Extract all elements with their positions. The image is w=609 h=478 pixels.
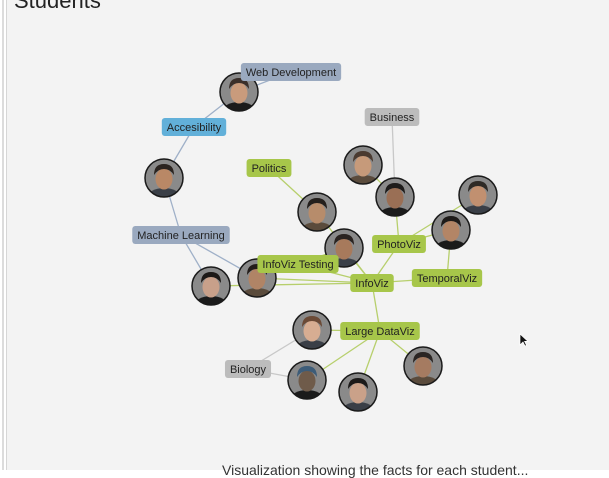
student-avatar-node[interactable]: [297, 192, 337, 242]
topic-label: Politics: [252, 163, 287, 175]
student-avatar-node[interactable]: [338, 372, 378, 422]
topic-badge: [411, 269, 483, 287]
student-avatar-node[interactable]: [403, 346, 443, 396]
topic-badge: [340, 322, 420, 340]
topic-node-ivtesting[interactable]: InfoViz Testing: [257, 255, 339, 273]
student-avatar-node[interactable]: [287, 360, 327, 410]
page-title: Students: [14, 0, 101, 13]
topic-node-infoviz[interactable]: InfoViz: [350, 274, 394, 292]
topic-badge: [364, 108, 420, 126]
topic-label: TemporalViz: [417, 273, 477, 285]
student-avatar-node[interactable]: [144, 158, 184, 208]
topic-label: PhotoViz: [377, 239, 421, 251]
student-avatar-node[interactable]: [458, 175, 498, 225]
topic-node-photoviz[interactable]: PhotoViz: [372, 235, 426, 253]
topic-label: Web Development: [246, 67, 336, 79]
topic-label: Biology: [230, 364, 267, 376]
topic-badge: [350, 274, 394, 292]
topic-node-large[interactable]: Large DataViz: [340, 322, 420, 340]
topic-node-temporal[interactable]: TemporalViz: [411, 269, 483, 287]
student-avatar-node[interactable]: [292, 310, 332, 360]
student-nodes[interactable]: [144, 72, 498, 422]
topic-badge: [257, 255, 339, 273]
description-text: Visualization showing the facts for each…: [222, 462, 529, 478]
topic-label: Business: [370, 112, 415, 124]
topic-node-business[interactable]: Business: [364, 108, 420, 126]
topic-node-web[interactable]: Web Development: [240, 63, 342, 81]
topic-node-ml[interactable]: Machine Learning: [132, 226, 230, 244]
topic-badge: [161, 118, 227, 136]
topic-badge: [372, 235, 426, 253]
topic-node-access[interactable]: Accesibility: [161, 118, 227, 136]
topic-badge: [240, 63, 342, 81]
topic-label: Machine Learning: [137, 230, 224, 242]
topic-label: Large DataViz: [345, 326, 415, 338]
topic-label: Accesibility: [167, 122, 222, 134]
topic-label: InfoViz Testing: [262, 259, 333, 271]
topic-badge: [132, 226, 230, 244]
topic-node-politics[interactable]: Politics: [246, 159, 292, 177]
student-avatar-node[interactable]: [343, 145, 383, 195]
student-avatar-node[interactable]: [375, 177, 415, 227]
topic-label: InfoViz: [355, 278, 388, 290]
mouse-cursor-icon: [519, 333, 529, 347]
topic-badge: [224, 360, 272, 378]
topic-badge: [246, 159, 292, 177]
topic-node-biology[interactable]: Biology: [224, 360, 272, 378]
graph-link: [210, 282, 373, 287]
topic-nodes[interactable]: Web Development Accesibility Business Polit…: [132, 63, 483, 378]
student-avatar-node[interactable]: [191, 266, 231, 316]
window-edge: [2, 0, 4, 470]
student-avatar-node[interactable]: [431, 210, 471, 260]
